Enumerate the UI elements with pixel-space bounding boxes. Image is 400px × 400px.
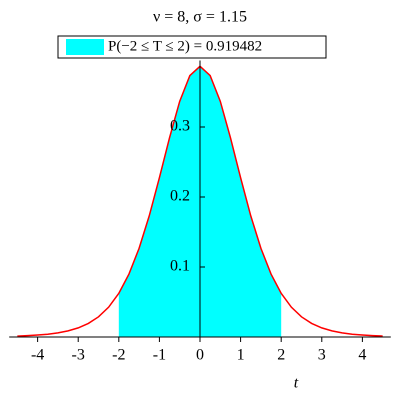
y-tick-label: 0.3 bbox=[170, 118, 190, 135]
x-tick-label: 4 bbox=[358, 347, 366, 364]
x-tick-label: -1 bbox=[153, 347, 166, 364]
chart-title: ν = 8, σ = 1.15 bbox=[153, 9, 247, 26]
x-tick-label: -2 bbox=[112, 347, 125, 364]
x-tick-label: 1 bbox=[237, 347, 245, 364]
x-tick-label: -3 bbox=[72, 347, 85, 364]
legend-box bbox=[57, 35, 327, 59]
x-tick-label: -4 bbox=[31, 347, 44, 364]
x-axis-label: t bbox=[294, 375, 299, 392]
x-tick-label: 0 bbox=[196, 347, 204, 364]
y-tick-label: 0.1 bbox=[170, 258, 190, 275]
x-tick-label: 3 bbox=[318, 347, 326, 364]
legend-label: P(−2 ≤ T ≤ 2) = 0.919482 bbox=[108, 38, 262, 54]
x-tick-label: 2 bbox=[277, 347, 285, 364]
y-tick-label: 0.2 bbox=[170, 188, 190, 205]
legend-swatch bbox=[66, 39, 104, 55]
